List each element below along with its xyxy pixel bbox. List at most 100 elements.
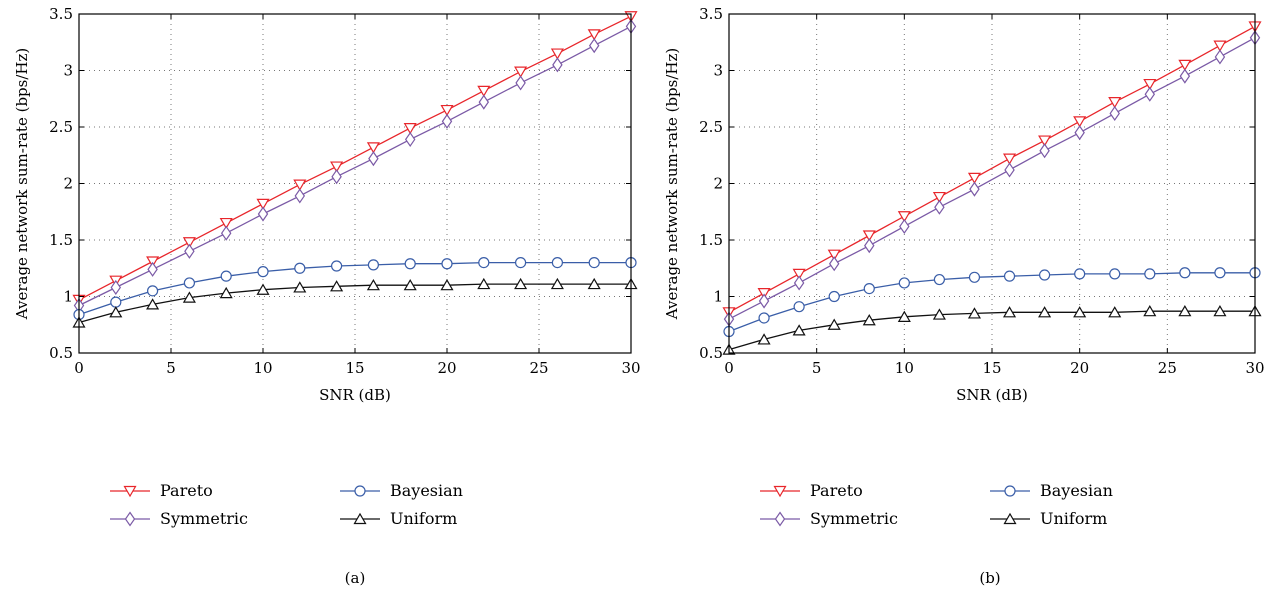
data-point-uniform (757, 333, 771, 345)
y-tick-label: 0.5 (699, 344, 723, 362)
data-point-bayesian (1179, 267, 1191, 279)
legend: Pareto Symmetric Bayesian Uniform (760, 481, 1113, 528)
legend: Pareto Symmetric Bayesian Uniform (110, 481, 463, 528)
data-point-pareto (1178, 59, 1192, 72)
data-point-uniform (932, 308, 946, 320)
data-point-uniform (440, 279, 454, 291)
data-point-uniform (219, 286, 233, 299)
data-point-bayesian (441, 258, 453, 270)
data-point-uniform (1178, 304, 1192, 317)
data-point-uniform (366, 279, 380, 291)
data-point-uniform (1038, 306, 1052, 318)
data-point-symmetric (1039, 143, 1050, 159)
data-point-symmetric (1179, 68, 1191, 84)
data-point-bayesian (478, 257, 490, 269)
data-point-bayesian (1003, 270, 1016, 282)
x-tick-label: 15 (345, 359, 364, 377)
series-line-pareto (78, 15, 632, 301)
data-point-symmetric (793, 275, 805, 291)
data-point-bayesian (147, 285, 159, 297)
data-point-bayesian (968, 271, 981, 283)
data-point-pareto (514, 66, 528, 78)
data-point-bayesian (588, 257, 600, 269)
y-tick-label: 0.5 (49, 344, 73, 362)
data-point-bayesian (331, 260, 343, 272)
data-point-symmetric (368, 151, 379, 167)
legend-label: Symmetric (160, 509, 248, 528)
data-point-uniform (109, 306, 123, 318)
legend-label: Pareto (810, 481, 863, 500)
data-point-bayesian (1214, 267, 1226, 279)
data-point-pareto (1073, 116, 1087, 128)
data-point-pareto (932, 191, 946, 204)
series-line-symmetric (728, 37, 1256, 320)
data-point-uniform (256, 283, 270, 295)
data-point-symmetric (1004, 162, 1015, 178)
data-point-pareto (477, 85, 491, 98)
data-point-symmetric (934, 199, 945, 215)
x-tick-label: 5 (166, 359, 176, 377)
series-line-bayesian (78, 261, 631, 316)
legend-label: Uniform (390, 509, 457, 528)
legend-marker-bayesian (354, 485, 366, 497)
x-tick-label: 20 (1070, 359, 1089, 377)
data-point-pareto (440, 104, 454, 117)
data-point-uniform (477, 277, 491, 290)
legend-marker-pareto (773, 485, 787, 498)
data-point-bayesian (404, 258, 416, 270)
data-point-symmetric (864, 238, 875, 254)
data-point-pareto (792, 268, 806, 281)
data-point-pareto (587, 29, 601, 41)
data-point-pareto (1213, 40, 1227, 52)
x-tick-label: 10 (253, 359, 272, 377)
x-axis-label: SNR (dB) (319, 386, 391, 404)
data-point-symmetric (552, 57, 563, 73)
y-axis-label: Average network sum-rate (bps/Hz) (13, 48, 31, 320)
y-tick-label: 1.5 (49, 231, 73, 249)
data-point-pareto (1108, 97, 1122, 109)
y-tick-label: 2 (713, 175, 723, 193)
x-tick-label: 0 (74, 359, 84, 377)
x-tick-label: 5 (812, 359, 822, 377)
legend-marker-uniform (353, 512, 367, 525)
data-point-symmetric (1074, 125, 1085, 141)
data-point-pareto (403, 123, 417, 135)
data-point-bayesian (1074, 268, 1086, 280)
data-point-pareto (550, 48, 564, 60)
data-point-uniform (1213, 304, 1227, 317)
x-tick-label: 10 (895, 359, 914, 377)
panel-caption: (b) (979, 569, 1000, 587)
data-point-bayesian (220, 270, 232, 282)
data-point-symmetric (294, 188, 306, 204)
data-point-uniform (792, 324, 806, 336)
data-point-bayesian (514, 257, 527, 269)
panel-caption: (a) (345, 569, 366, 587)
data-point-pareto (1143, 78, 1157, 91)
data-point-bayesian (933, 273, 946, 286)
x-tick-label: 25 (529, 359, 548, 377)
data-point-pareto (1038, 135, 1052, 147)
legend-marker-bayesian (1004, 485, 1016, 497)
x-tick-label: 0 (724, 359, 734, 377)
data-point-bayesian (863, 282, 875, 295)
data-point-pareto (219, 217, 233, 230)
data-point-uniform (403, 279, 417, 291)
legend-label: Bayesian (1040, 481, 1113, 500)
data-point-symmetric (404, 131, 416, 147)
data-point-uniform (587, 277, 601, 290)
data-point-symmetric (588, 38, 600, 54)
legend-marker-uniform (1003, 512, 1017, 525)
data-point-bayesian (793, 301, 805, 313)
data-point-uniform (827, 318, 841, 330)
data-point-pareto (366, 142, 380, 154)
legend-label: Symmetric (810, 509, 898, 528)
y-tick-label: 3.5 (699, 5, 723, 23)
x-axis-label: SNR (dB) (956, 386, 1028, 404)
legend-label: Uniform (1040, 509, 1107, 528)
data-point-symmetric (220, 225, 232, 241)
data-point-uniform (293, 281, 307, 293)
data-point-pareto (897, 211, 911, 223)
data-point-symmetric (969, 181, 980, 197)
x-tick-label: 30 (1245, 359, 1264, 377)
data-point-pareto (827, 249, 841, 261)
